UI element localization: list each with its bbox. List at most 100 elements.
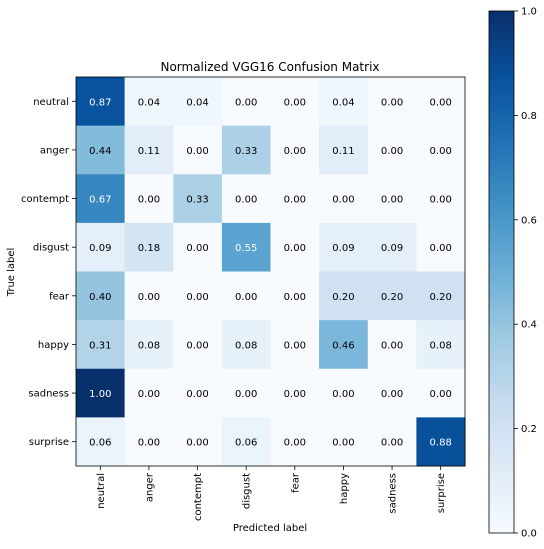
heatmap-cell <box>173 77 223 127</box>
heatmap-cell <box>319 271 369 321</box>
heatmap-cell <box>416 77 466 127</box>
cell-value-label: 0.06 <box>235 438 257 449</box>
heatmap-cell <box>173 222 223 272</box>
heatmap-cell <box>270 271 320 321</box>
y-tick-label: surprise <box>29 437 69 448</box>
heatmap-cell <box>270 320 320 370</box>
x-tick-label: neutral <box>96 473 107 509</box>
y-tick-label: sadness <box>28 389 69 400</box>
cell-value-label: 0.04 <box>138 97 160 108</box>
heatmap-cell <box>76 77 126 127</box>
cell-value-label: 0.87 <box>89 97 111 108</box>
heatmap-cell <box>319 77 369 127</box>
heatmap-cell <box>319 174 369 224</box>
cell-value-label: 0.11 <box>332 146 354 157</box>
heatmap-cell <box>416 271 466 321</box>
heatmap-cell <box>173 368 223 418</box>
heatmap-cell <box>173 417 223 467</box>
colorbar-ticks: 0.0 0.2 0.4 0.6 0.8 1.0 <box>514 7 537 540</box>
cell-value-label: 0.00 <box>381 146 403 157</box>
cell-value-label: 0.00 <box>284 195 306 206</box>
cell-value-label: 0.00 <box>138 389 160 400</box>
heatmap-cell <box>173 320 223 370</box>
cell-value-label: 0.88 <box>430 438 452 449</box>
cell-value-label: 0.08 <box>138 340 160 351</box>
heatmap-cell <box>416 417 466 467</box>
cell-value-label: 0.00 <box>186 389 208 400</box>
heatmap-cell <box>416 320 466 370</box>
cell-value-label: 0.00 <box>430 97 452 108</box>
y-tick-label: anger <box>40 145 70 156</box>
y-tick-label: fear <box>49 291 70 302</box>
cell-value-label: 0.00 <box>186 292 208 303</box>
heatmap-cell <box>221 125 271 175</box>
cell-value-label: 0.00 <box>430 243 452 254</box>
x-tick-label: anger <box>144 472 155 502</box>
heatmap-cell <box>76 320 126 370</box>
heatmap-cell <box>367 271 417 321</box>
x-tick-label: surprise <box>436 473 447 513</box>
heatmap-cell <box>124 174 174 224</box>
cell-value-label: 0.20 <box>381 292 403 303</box>
cell-value-label: 0.31 <box>89 340 111 351</box>
x-tick-label: fear <box>290 472 301 493</box>
cell-value-label: 0.00 <box>284 97 306 108</box>
heatmap-cell <box>124 417 174 467</box>
cell-value-label: 0.00 <box>332 389 354 400</box>
cell-value-label: 0.20 <box>332 292 354 303</box>
colorbar-tick-label: 0.0 <box>521 529 537 540</box>
cell-value-label: 0.67 <box>89 195 111 206</box>
cell-value-label: 0.08 <box>235 340 257 351</box>
heatmap-cell <box>319 417 369 467</box>
heatmap-cell <box>173 271 223 321</box>
heatmap-cell <box>367 320 417 370</box>
cell-value-label: 0.11 <box>138 146 160 157</box>
cell-value-label: 0.00 <box>332 195 354 206</box>
cell-value-label: 0.00 <box>381 97 403 108</box>
cell-value-label: 0.00 <box>284 146 306 157</box>
cell-value-label: 0.00 <box>332 438 354 449</box>
heatmap-cell <box>221 320 271 370</box>
cell-value-label: 0.00 <box>284 438 306 449</box>
heatmap-cell <box>270 77 320 127</box>
cell-value-label: 0.00 <box>284 389 306 400</box>
heatmap-cells <box>76 77 466 467</box>
y-axis-ticks: neutral anger contempt disgust fear happy sadn… <box>21 97 76 448</box>
colorbar-tick-label: 0.6 <box>521 215 537 226</box>
colorbar-tick-label: 1.0 <box>521 7 537 18</box>
heatmap-cell <box>367 77 417 127</box>
y-tick-label: disgust <box>33 243 69 254</box>
heatmap-cell <box>221 174 271 224</box>
heatmap-cell <box>416 222 466 272</box>
heatmap-cell <box>319 368 369 418</box>
y-tick-label: happy <box>38 340 69 351</box>
cell-value-label: 0.00 <box>235 97 257 108</box>
cell-value-label: 0.00 <box>430 195 452 206</box>
colorbar-tick-label: 0.4 <box>521 320 537 331</box>
cell-value-labels: 0.87 0.04 0.04 0.00 0.00 0.04 0.00 0.00 0.44 0.11… <box>89 97 452 448</box>
heatmap-cell <box>319 320 369 370</box>
cell-value-label: 0.00 <box>138 292 160 303</box>
heatmap-cell <box>221 222 271 272</box>
heatmap-cell <box>124 125 174 175</box>
heatmap-cell <box>124 271 174 321</box>
plot-frame <box>75 76 466 467</box>
colorbar-tick-label: 0.2 <box>521 424 537 435</box>
heatmap-cell <box>173 174 223 224</box>
heatmap-cell <box>76 417 126 467</box>
heatmap-cell <box>367 125 417 175</box>
heatmap-cell <box>319 125 369 175</box>
cell-value-label: 0.00 <box>381 389 403 400</box>
cell-value-label: 0.00 <box>381 340 403 351</box>
cell-value-label: 0.46 <box>332 340 354 351</box>
cell-value-label: 0.00 <box>186 438 208 449</box>
cell-value-label: 0.00 <box>430 146 452 157</box>
y-tick-label: contempt <box>21 194 69 205</box>
heatmap-cell <box>76 125 126 175</box>
heatmap-cell <box>270 125 320 175</box>
x-tick-label: sadness <box>388 473 399 514</box>
cell-value-label: 0.40 <box>89 292 111 303</box>
cell-value-label: 0.00 <box>430 389 452 400</box>
